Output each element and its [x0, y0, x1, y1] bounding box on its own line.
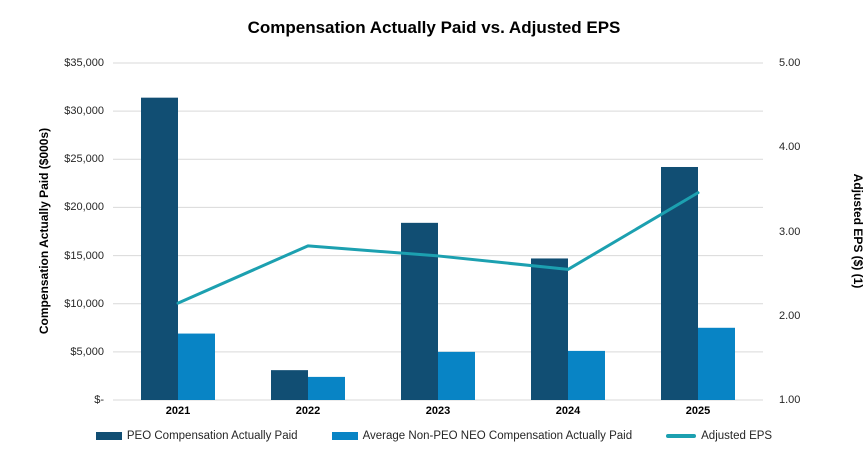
right-tick-label: 5.00	[779, 57, 801, 69]
left-tick-label: $35,000	[64, 57, 104, 69]
right-tick-label: 3.00	[779, 225, 801, 238]
legend-label-peo: PEO Compensation Actually Paid	[126, 430, 298, 442]
right-tick-label: 2.00	[779, 309, 801, 322]
left-tick-label: $10,000	[64, 297, 104, 310]
x-tick-label-2024: 2024	[555, 405, 581, 417]
legend: PEO Compensation Actually Paid Average N…	[0, 430, 868, 442]
bar-nonpeo-2025	[698, 327, 735, 400]
plot-svg	[113, 62, 763, 401]
right-tick-label: 4.00	[779, 141, 801, 154]
adjusted-eps-line	[176, 191, 700, 305]
right-tick-label: 1.00	[779, 394, 801, 406]
legend-item-eps: Adjusted EPS	[666, 430, 772, 442]
right-axis-title: Adjusted EPS ($) (1)	[851, 173, 865, 289]
x-tick-label-2025: 2025	[685, 405, 711, 417]
peo-bar-swatch	[95, 432, 122, 440]
bar-nonpeo-2023	[438, 351, 475, 400]
nonpeo-bar-swatch	[331, 432, 358, 440]
x-tick-label-2022: 2022	[295, 405, 321, 417]
legend-item-nonpeo: Average Non-PEO NEO Compensation Actuall…	[331, 430, 633, 442]
left-tick-label: $5,000	[70, 345, 104, 358]
left-tick-label: $20,000	[64, 201, 104, 214]
chart-title: Compensation Actually Paid vs. Adjusted …	[247, 18, 621, 37]
bar-peo-2024	[531, 258, 568, 400]
plot-area	[113, 62, 763, 401]
left-tick-label: $30,000	[64, 105, 104, 118]
left-tick-label: $15,000	[64, 249, 104, 262]
bar-peo-2025	[661, 166, 698, 400]
bar-peo-2022	[271, 370, 308, 400]
x-tick-label-2021: 2021	[165, 405, 191, 417]
legend-label-nonpeo: Average Non-PEO NEO Compensation Actuall…	[362, 430, 633, 442]
bar-peo-2021	[141, 97, 178, 401]
bar-nonpeo-2021	[178, 333, 215, 400]
legend-label-eps: Adjusted EPS	[701, 430, 773, 442]
bar-peo-2023	[401, 222, 438, 400]
bar-nonpeo-2022	[308, 376, 345, 400]
x-tick-label-2023: 2023	[425, 405, 451, 417]
left-tick-label: $25,000	[64, 153, 104, 166]
left-tick-label: $-	[94, 394, 104, 406]
legend-item-peo: PEO Compensation Actually Paid	[95, 430, 298, 442]
bar-nonpeo-2024	[568, 350, 605, 400]
eps-line-swatch	[666, 434, 697, 438]
